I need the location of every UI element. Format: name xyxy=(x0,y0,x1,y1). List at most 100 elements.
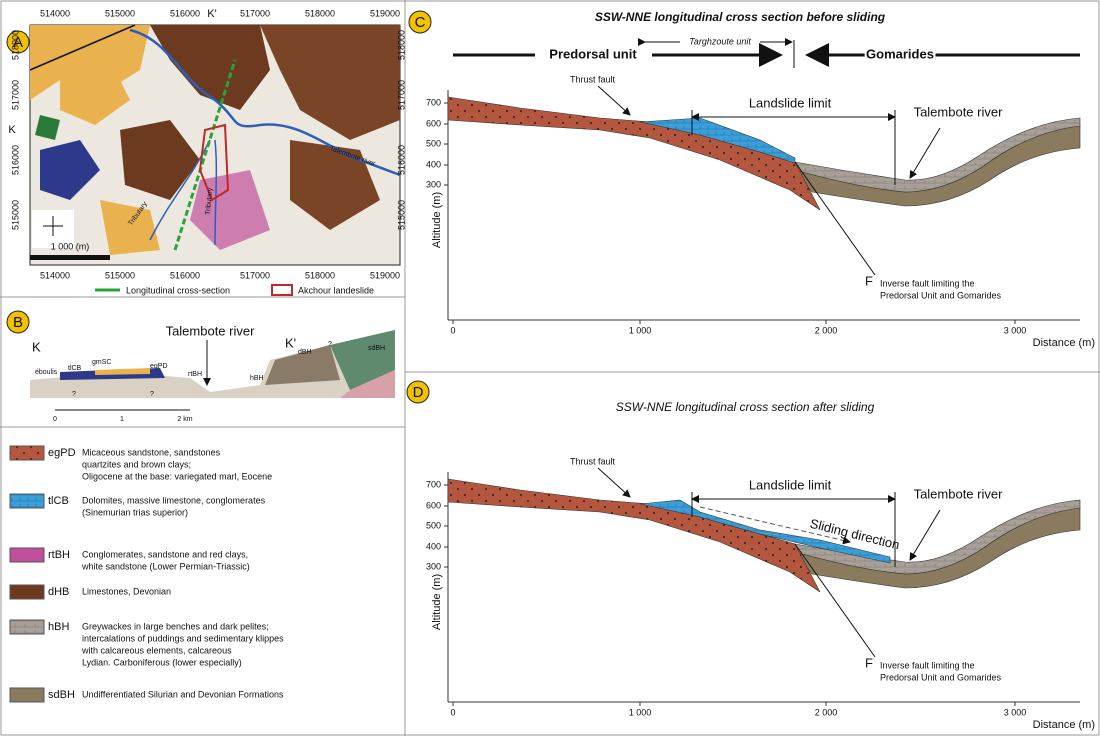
x-tick-label: 0 xyxy=(450,707,455,717)
x-tick-label: 0 xyxy=(450,325,455,335)
tick-label: 515000 xyxy=(105,8,135,18)
y-tick-label: 500 xyxy=(426,520,441,530)
fault-text: Inverse fault limiting the xyxy=(880,278,975,288)
limit-label: Landslide limit xyxy=(749,95,832,110)
scale-label: 1 xyxy=(120,416,124,423)
fault-text: Predorsal Unit and Gomarides xyxy=(880,672,1002,682)
panel-label: D xyxy=(413,384,424,401)
unit-label: gmSC xyxy=(92,359,111,366)
legend-text: Micaceous sandstone, sandstones xyxy=(82,447,221,457)
legend-swatch xyxy=(10,688,44,702)
panel-label: C xyxy=(415,14,426,31)
river-label: Talembote river xyxy=(914,104,1004,119)
legend-code: sdBH xyxy=(48,689,75,701)
panel-label: B xyxy=(13,314,23,331)
legend-text: Undifferentiated Silurian and Devonian F… xyxy=(82,689,284,699)
legend-text: quartzites and brown clays; xyxy=(82,459,191,469)
legend-text: Dolomites, massive limestone, conglomera… xyxy=(82,495,266,505)
query-label: ? xyxy=(328,341,332,348)
y-tick-label: 700 xyxy=(426,97,441,107)
legend-code: dHB xyxy=(48,586,69,598)
river-arrow xyxy=(910,128,940,178)
tick-label: 519000 xyxy=(370,8,400,18)
tick-label: 516000 xyxy=(170,270,200,280)
tick-label: 517000 xyxy=(240,270,270,280)
y-tick-label: 300 xyxy=(426,179,441,189)
fault-letter: F xyxy=(865,273,873,288)
section-label: K' xyxy=(285,335,296,350)
legend-text: Conglomerates, sandstone and red clays, xyxy=(82,549,248,559)
x-tick-label: 2 000 xyxy=(815,707,838,717)
unit-label: rtBH xyxy=(188,371,202,378)
legend-code: egPD xyxy=(48,447,76,459)
legend-code: rtBH xyxy=(48,549,70,561)
y-tick-label: 400 xyxy=(426,159,441,169)
tick-label: 518000 xyxy=(396,30,406,60)
legend-text: white sandstone (Lower Permian-Triassic) xyxy=(81,561,250,571)
x-tick-label: 1 000 xyxy=(629,325,652,335)
y-tick-label: 600 xyxy=(426,118,441,128)
scale-label: 1 000 (m) xyxy=(51,241,90,251)
tick-label: 518000 xyxy=(10,30,20,60)
tick-label: 516000 xyxy=(170,8,200,18)
legend-text: Greywackes in large benches and dark pel… xyxy=(82,621,269,631)
fault-letter: F xyxy=(865,655,873,670)
y-tick-label: 400 xyxy=(426,541,441,551)
y-tick-label: 700 xyxy=(426,479,441,489)
tick-label: 517000 xyxy=(396,80,406,110)
unit-label: egPD xyxy=(150,363,168,370)
tick-label: 515000 xyxy=(10,200,20,230)
river-label: Talembote river xyxy=(914,486,1004,501)
legend-text: with calcareous elements, calcareous xyxy=(81,645,232,655)
river-label: Talembote river xyxy=(166,323,256,338)
axis-title: Distance (m) xyxy=(1033,337,1095,349)
section-label: K xyxy=(8,124,16,136)
legend-label: Akchour landeslide xyxy=(298,285,374,295)
unit-label: tlCB xyxy=(68,365,82,372)
thrust-arrow xyxy=(598,468,630,497)
tick-label: 514000 xyxy=(40,270,70,280)
y-tick-label: 300 xyxy=(426,561,441,571)
section-title: SSW-NNE longitudinal cross section befor… xyxy=(595,10,886,24)
x-tick-label: 1 000 xyxy=(629,707,652,717)
query-label: ? xyxy=(72,391,76,398)
legend-text: (Sinemurian trias superior) xyxy=(82,507,188,517)
legend-swatch xyxy=(10,446,44,460)
section-title: SSW-NNE longitudinal cross section after… xyxy=(616,400,875,414)
tick-label: 516000 xyxy=(396,145,406,175)
unit-label: Targhzoute unit xyxy=(689,36,751,46)
unit-label: Predorsal unit xyxy=(549,46,637,61)
y-tick-label: 500 xyxy=(426,138,441,148)
unit-label: éboulis xyxy=(35,369,58,376)
legend-swatch xyxy=(10,585,44,599)
axis-title: Distance (m) xyxy=(1033,719,1095,731)
limit-label: Landslide limit xyxy=(749,477,832,492)
legend-text: Oligocene at the base: variegated marl, … xyxy=(82,471,272,481)
tick-label: 518000 xyxy=(305,8,335,18)
map xyxy=(30,25,400,295)
tick-label: 519000 xyxy=(370,270,400,280)
section-label: K' xyxy=(207,8,216,20)
unit-label: dBH xyxy=(298,349,312,356)
tick-label: 517000 xyxy=(10,80,20,110)
tick-label: 517000 xyxy=(240,8,270,18)
gomarides-lower xyxy=(795,125,1080,206)
scale-label: 0 xyxy=(53,416,57,423)
x-tick-label: 2 000 xyxy=(815,325,838,335)
tick-label: 515000 xyxy=(396,200,406,230)
thrust-arrow xyxy=(598,86,630,115)
tick-label: 515000 xyxy=(105,270,135,280)
legend-text: Lydian. Carboniferous (lower especially) xyxy=(82,657,242,667)
tick-label: 518000 xyxy=(305,270,335,280)
unit-label: Gomarides xyxy=(866,46,934,61)
legend-label: Longitudinal cross-section xyxy=(126,285,230,295)
unit-label: sdBH xyxy=(368,345,385,352)
legend-text: Limestones, Devonian xyxy=(82,586,171,596)
tick-label: 514000 xyxy=(40,8,70,18)
fault-text: Predorsal Unit and Gomarides xyxy=(880,290,1002,300)
legend-swatch xyxy=(10,620,44,634)
x-tick-label: 3 000 xyxy=(1004,707,1027,717)
legend-code: tlCB xyxy=(48,495,69,507)
unit-label: hBH xyxy=(250,375,264,382)
fault-text: Inverse fault limiting the xyxy=(880,660,975,670)
